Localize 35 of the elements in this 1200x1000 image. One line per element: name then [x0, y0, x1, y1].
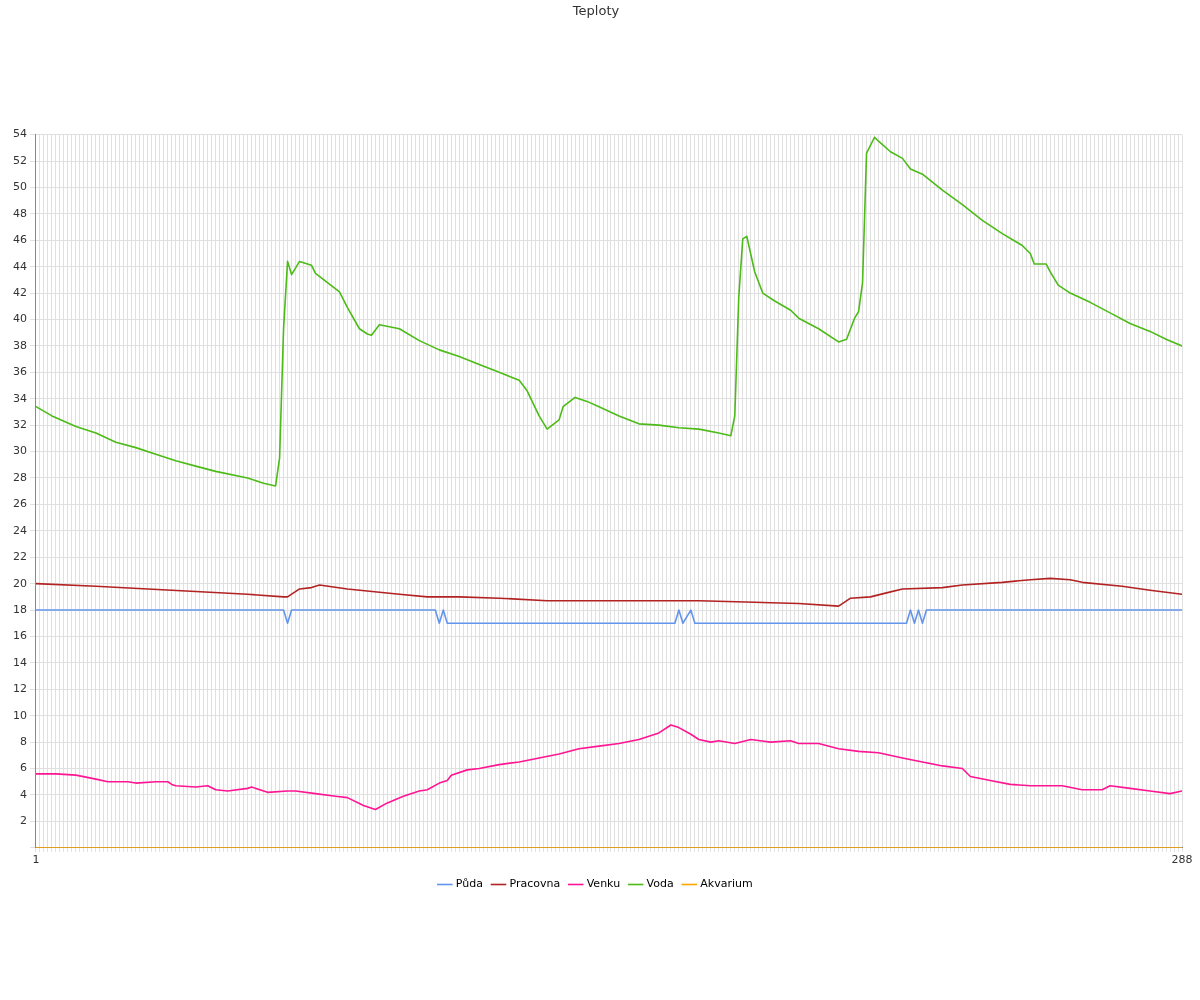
y-tick-label: 54: [13, 127, 27, 141]
legend-label: Půda: [455, 877, 483, 891]
y-tick-label: 22: [13, 550, 27, 564]
legend-label: Pracovna: [509, 877, 561, 891]
y-tick-label: 52: [13, 153, 27, 167]
y-tick-label: 44: [13, 259, 27, 273]
y-tick-label: 20: [13, 576, 27, 590]
y-tick-label: 14: [13, 655, 27, 669]
y-tick-label: 30: [13, 444, 27, 458]
y-tick-label: 2: [20, 814, 27, 828]
y-tick-label: 42: [13, 285, 27, 299]
y-tick-label: 40: [13, 312, 27, 326]
y-tick-label: 24: [13, 523, 27, 537]
y-tick-label: 26: [13, 497, 27, 511]
y-tick-label: 50: [13, 180, 27, 194]
chart-title: Teploty: [571, 3, 620, 19]
legend-label: Akvarium: [700, 877, 753, 891]
y-tick-label: 36: [13, 365, 27, 379]
y-tick-label: 48: [13, 206, 27, 220]
x-tick-label: 288: [1171, 853, 1193, 867]
x-tick-label: 1: [32, 853, 40, 867]
y-tick-label: 12: [13, 682, 27, 696]
y-tick-label: 8: [20, 735, 27, 748]
y-tick-label: 18: [13, 602, 27, 616]
y-tick-label: 4: [20, 787, 27, 801]
y-tick-label: 46: [13, 233, 27, 247]
y-tick-label: 38: [13, 338, 27, 352]
y-tick-label: 32: [13, 418, 27, 432]
y-tick-label: 6: [20, 761, 27, 775]
legend-label: Venku: [586, 877, 621, 891]
legend-label: Voda: [646, 877, 674, 891]
y-tick-label: 28: [13, 470, 27, 484]
y-tick-label: 10: [13, 708, 27, 722]
y-tick-label: 34: [13, 391, 27, 405]
y-tick-label: 16: [13, 629, 27, 643]
